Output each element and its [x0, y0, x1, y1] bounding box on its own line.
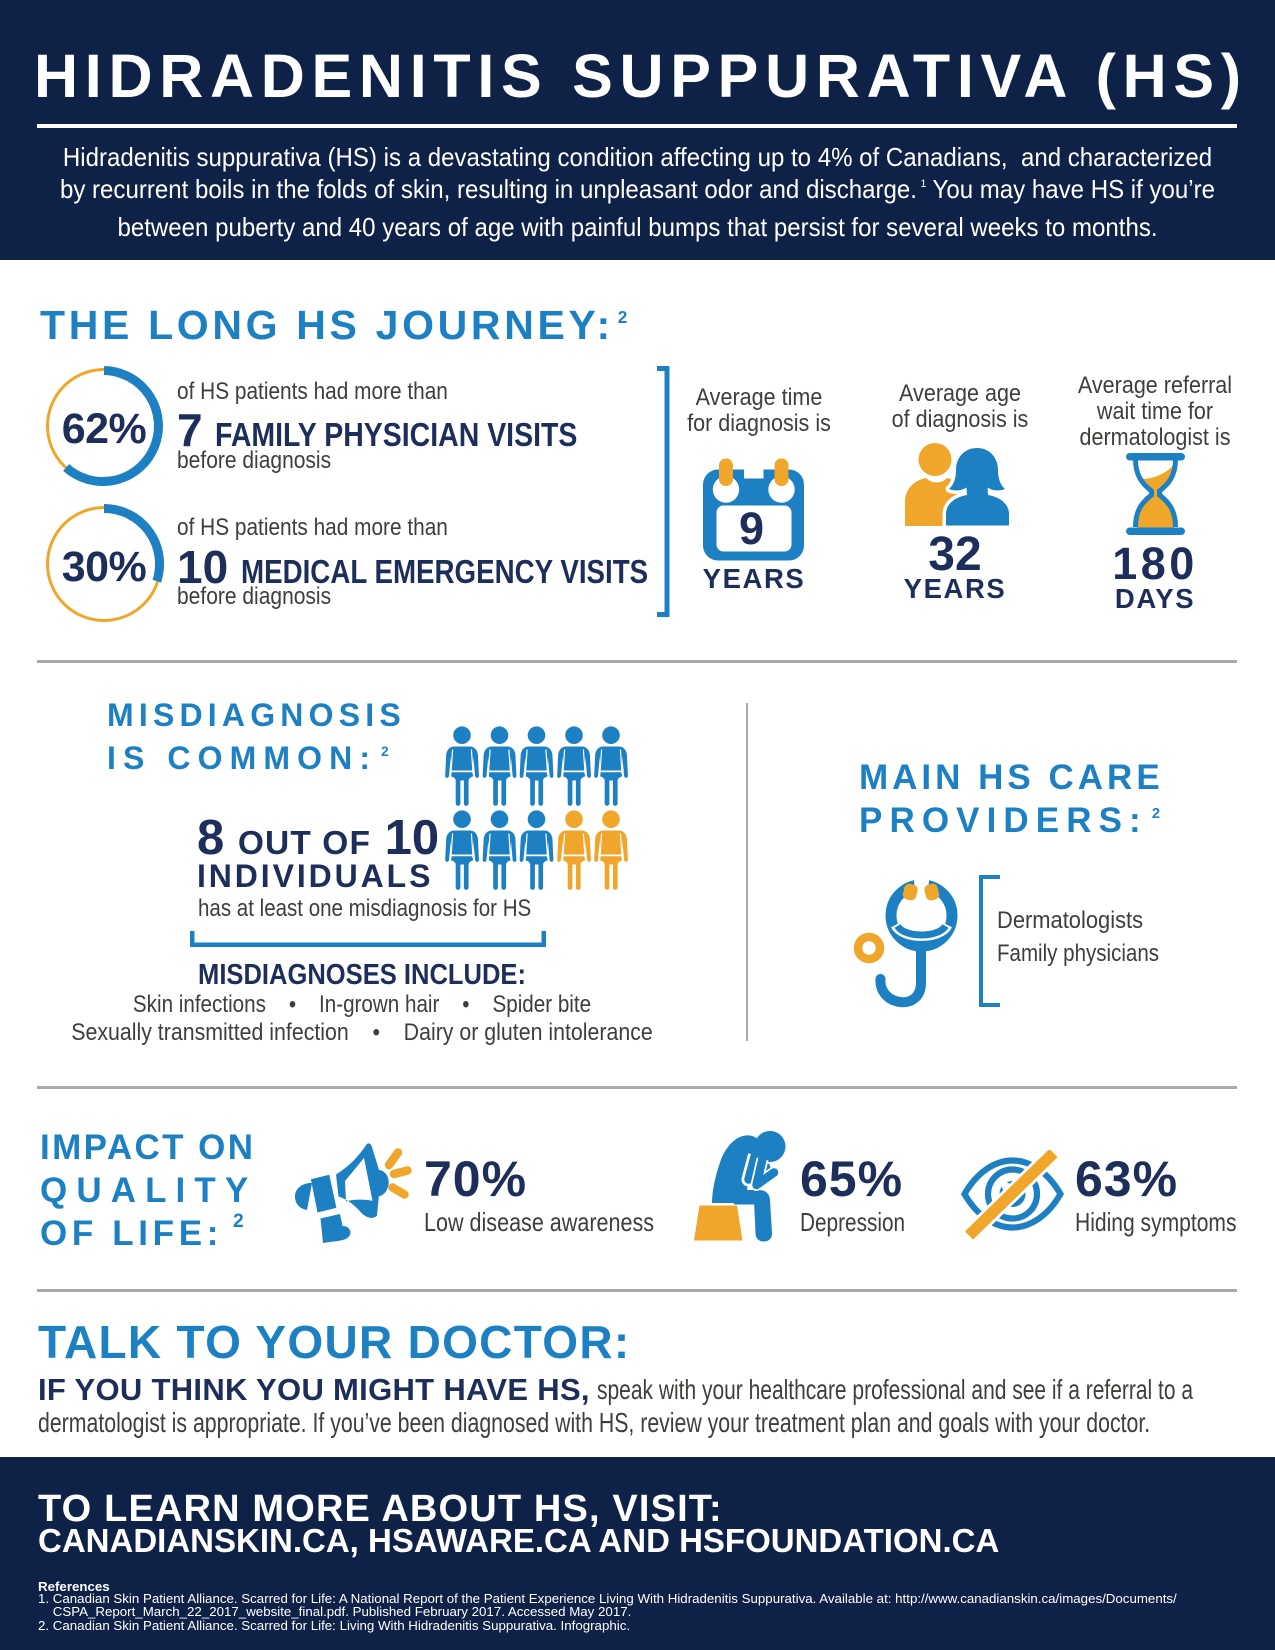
- svg-text:30%: 30%: [62, 543, 147, 591]
- svg-text:62%: 62%: [62, 405, 147, 453]
- svg-text:9: 9: [739, 503, 764, 554]
